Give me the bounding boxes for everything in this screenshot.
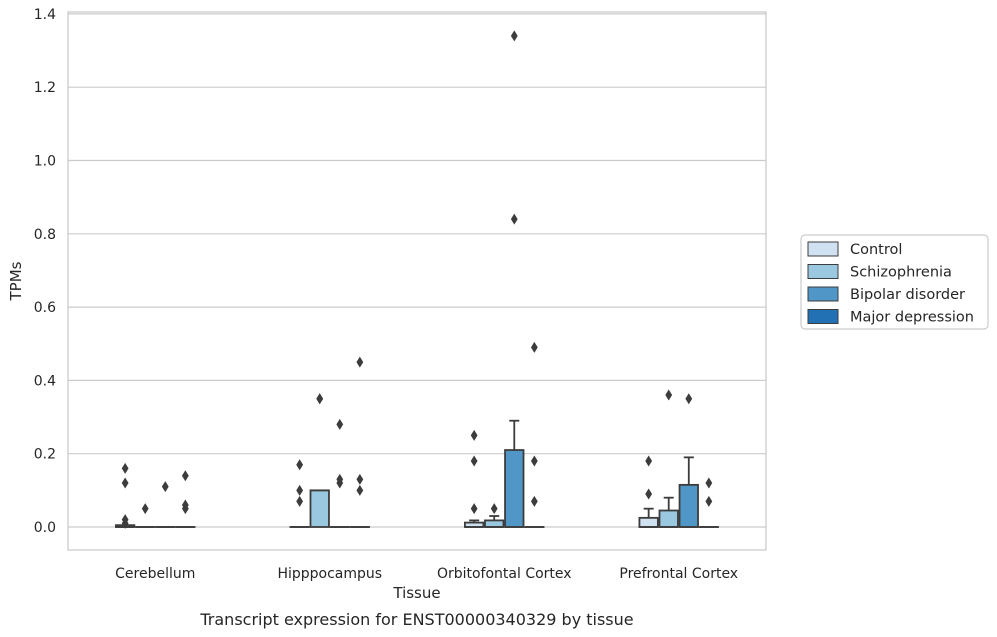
- outlier-marker: [141, 503, 149, 515]
- box-group: [309, 393, 330, 528]
- box: [678, 483, 699, 528]
- plot-frame: [67, 11, 767, 551]
- box: [658, 509, 679, 528]
- y-tick-label: 0.8: [34, 227, 56, 243]
- outlier-marker: [470, 503, 478, 515]
- chart-caption: Transcript expression for ENST0000034032…: [199, 610, 633, 629]
- outlier-marker: [645, 455, 653, 467]
- box: [484, 519, 505, 528]
- box-group: [115, 462, 136, 529]
- outlier-marker: [705, 495, 713, 507]
- box: [638, 516, 659, 528]
- legend-swatch: [807, 264, 839, 279]
- legend-swatch: [807, 309, 839, 324]
- outlier-marker: [121, 477, 129, 489]
- y-tick-label: 0.4: [34, 373, 56, 389]
- y-tick-label: 0.2: [34, 447, 56, 463]
- outlier-marker: [181, 503, 189, 515]
- outlier-marker: [665, 389, 673, 401]
- legend-label: Bipolar disorder: [850, 287, 965, 303]
- outlier-marker: [470, 429, 478, 441]
- box-group: [678, 393, 699, 528]
- y-tick-label: 1.0: [34, 154, 56, 170]
- box-group: [698, 477, 719, 528]
- outlier-marker: [296, 495, 304, 507]
- outlier-marker: [530, 455, 538, 467]
- x-tick-label: Prefrontal Cortex: [619, 566, 738, 582]
- outlier-marker: [356, 356, 364, 368]
- outlier-marker: [645, 488, 653, 500]
- box-group: [329, 418, 350, 528]
- gridlines: [68, 13, 766, 528]
- outlier-marker: [530, 341, 538, 353]
- x-axis-label: Tissue: [392, 584, 440, 602]
- outlier-marker: [510, 30, 518, 42]
- legend-label: Control: [850, 242, 902, 258]
- x-tick-label: Hipppocampus: [277, 566, 382, 582]
- box-group: [175, 470, 196, 528]
- outlier-marker: [530, 495, 538, 507]
- box-group: [135, 503, 156, 528]
- outlier-marker: [161, 481, 169, 493]
- box-group: [349, 356, 370, 528]
- outlier-marker: [685, 393, 693, 405]
- outlier-marker: [356, 473, 364, 485]
- outlier-marker: [181, 470, 189, 482]
- box: [309, 489, 330, 528]
- outlier-marker: [296, 484, 304, 496]
- box-group: [289, 459, 310, 528]
- y-tick-label: 1.4: [34, 7, 56, 23]
- outlier-marker: [121, 517, 129, 529]
- legend-swatch: [807, 286, 839, 302]
- legend-frame: [800, 234, 989, 330]
- x-axis-ticks: Cerebellum Hipppocampus Orbitofontal Corte…: [115, 566, 738, 582]
- box-group: [658, 389, 679, 528]
- y-axis-label: TPMs: [7, 261, 25, 301]
- outlier-marker: [510, 213, 518, 225]
- y-axis-ticks: 0.0 0.2 0.4 0.6 0.8 1.0 1.2 1.4: [34, 7, 56, 536]
- y-tick-label: 1.2: [34, 80, 56, 96]
- legend-label: Schizophrenia: [850, 265, 952, 281]
- outlier-marker: [356, 484, 364, 496]
- legend-label: Major depression: [850, 310, 974, 326]
- y-tick-label: 0.6: [34, 300, 56, 316]
- outlier-marker: [490, 503, 498, 515]
- outlier-marker: [705, 477, 713, 489]
- outlier-marker: [336, 477, 344, 489]
- x-tick-label: Orbitofontal Cortex: [437, 566, 572, 582]
- x-tick-label: Cerebellum: [115, 566, 195, 582]
- box: [504, 449, 525, 528]
- box-group: [155, 481, 176, 528]
- box-group: [464, 429, 485, 528]
- legend-swatch: [807, 241, 839, 257]
- plot-area-background: [68, 12, 766, 550]
- legend: Control Schizophrenia Bipolar disorder Majo…: [800, 234, 989, 330]
- box-group: [504, 30, 525, 528]
- outlier-marker: [316, 393, 324, 405]
- outlier-marker: [336, 418, 344, 430]
- outlier-marker: [470, 455, 478, 467]
- box-group: [638, 455, 659, 528]
- outlier-marker: [296, 459, 304, 471]
- box-group: [524, 341, 545, 528]
- y-tick-label: 0.0: [34, 520, 56, 536]
- box-series: [115, 30, 719, 529]
- box-group: [484, 503, 505, 528]
- outlier-marker: [121, 462, 129, 474]
